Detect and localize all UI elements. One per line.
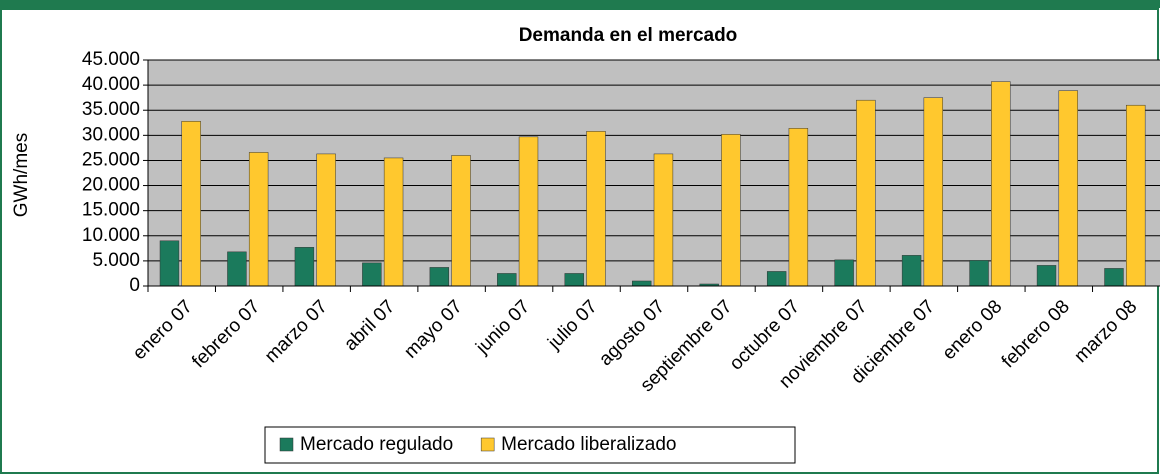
y-tick-label: 25.000 bbox=[82, 149, 140, 170]
bar bbox=[1036, 265, 1057, 287]
legend-box bbox=[264, 426, 796, 464]
top-bar bbox=[0, 0, 1160, 8]
bar bbox=[564, 273, 584, 287]
bar bbox=[451, 155, 471, 287]
bar bbox=[991, 81, 1011, 287]
bar bbox=[248, 152, 269, 287]
bar bbox=[721, 134, 741, 287]
bar bbox=[316, 153, 336, 287]
bar bbox=[632, 280, 652, 287]
y-tick-label: 40.000 bbox=[82, 74, 140, 95]
bar bbox=[834, 259, 854, 287]
bar bbox=[1058, 90, 1078, 287]
legend-swatch bbox=[279, 437, 294, 452]
bar bbox=[383, 157, 404, 287]
bar bbox=[294, 247, 315, 287]
y-tick-label: 30.000 bbox=[82, 124, 140, 145]
y-tick-label: 5.000 bbox=[92, 250, 140, 271]
bar bbox=[969, 260, 989, 287]
bar bbox=[586, 131, 606, 287]
y-tick-label: 0 bbox=[129, 275, 140, 296]
legend-swatch bbox=[480, 437, 495, 452]
bar bbox=[429, 267, 450, 287]
y-tick-label: 45.000 bbox=[82, 49, 140, 70]
bar bbox=[923, 97, 944, 287]
bar bbox=[1126, 104, 1146, 287]
bar bbox=[653, 153, 674, 287]
bar bbox=[159, 240, 180, 287]
legend-label: Mercado liberalizado bbox=[501, 434, 676, 455]
bar bbox=[181, 121, 201, 287]
bar bbox=[766, 271, 787, 287]
bar bbox=[362, 262, 382, 287]
y-tick-label: 35.000 bbox=[82, 99, 140, 120]
legend-label: Mercado regulado bbox=[300, 434, 453, 455]
bar bbox=[497, 273, 517, 287]
y-tick-label: 20.000 bbox=[82, 175, 140, 196]
bar bbox=[788, 128, 809, 287]
bar bbox=[518, 136, 539, 287]
bar bbox=[1104, 268, 1124, 287]
chart-title: Demanda en el mercado bbox=[519, 25, 738, 46]
y-tick-label: 15.000 bbox=[82, 200, 140, 221]
bar bbox=[856, 99, 876, 287]
y-axis-label: GWh/mes bbox=[11, 133, 32, 217]
bar bbox=[227, 251, 247, 287]
y-tick-label: 10.000 bbox=[82, 225, 140, 246]
bar bbox=[901, 255, 922, 287]
